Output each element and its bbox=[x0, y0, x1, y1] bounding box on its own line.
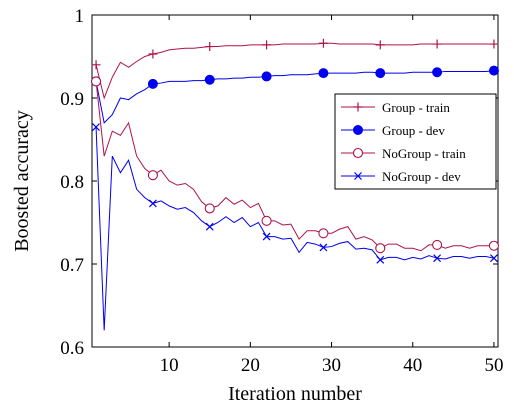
x-tick-label: 30 bbox=[322, 355, 341, 376]
data-point bbox=[262, 232, 271, 241]
data-point bbox=[432, 239, 443, 250]
data-point bbox=[375, 40, 385, 50]
legend-swatch-marker bbox=[352, 147, 364, 159]
data-point bbox=[318, 68, 329, 79]
series-line bbox=[95, 127, 495, 331]
legend-item: NoGroup - train bbox=[341, 146, 466, 161]
y-tick-label: 0.9 bbox=[60, 89, 84, 110]
series-line bbox=[95, 42, 494, 100]
legend-box bbox=[334, 93, 497, 190]
data-point bbox=[92, 123, 100, 131]
legend-swatch-marker bbox=[353, 102, 363, 112]
data-point bbox=[375, 68, 386, 79]
legend-label: Group - dev bbox=[382, 123, 445, 138]
legend-label: Group - train bbox=[382, 100, 450, 115]
data-point bbox=[432, 39, 442, 49]
y-tick-label: 0.7 bbox=[60, 255, 84, 276]
data-point bbox=[318, 38, 328, 48]
data-point bbox=[205, 42, 215, 52]
data-point bbox=[148, 199, 157, 208]
x-axis-title: Iteration number bbox=[228, 383, 362, 405]
series-3 bbox=[91, 76, 499, 254]
x-tick-label: 10 bbox=[160, 355, 179, 376]
series-1 bbox=[91, 38, 499, 100]
series-line bbox=[95, 81, 494, 252]
data-point bbox=[318, 228, 329, 239]
legend: Group - train Group - dev NoGroup - train N… bbox=[334, 93, 497, 190]
x-tick-label: 20 bbox=[241, 355, 260, 376]
data-point bbox=[147, 78, 158, 89]
series-layer bbox=[91, 38, 499, 331]
series-line bbox=[95, 70, 494, 124]
legend-item: NoGroup - dev bbox=[341, 169, 461, 184]
data-point bbox=[91, 76, 102, 87]
legend-swatch-marker bbox=[354, 172, 362, 180]
legend-label: NoGroup - dev bbox=[382, 169, 461, 184]
data-point bbox=[204, 203, 215, 214]
data-point bbox=[148, 49, 158, 59]
axis-tick-labels: 10 20 30 40 50 0.6 0.7 0.8 0.9 1 bbox=[60, 6, 503, 376]
data-point bbox=[204, 74, 215, 85]
data-point bbox=[488, 65, 499, 76]
y-tick-label: 1 bbox=[75, 6, 85, 27]
data-point bbox=[432, 67, 443, 78]
data-point bbox=[91, 60, 101, 70]
data-point bbox=[262, 40, 272, 50]
data-point bbox=[147, 170, 158, 181]
x-tick-label: 40 bbox=[403, 355, 422, 376]
legend-item: Group - dev bbox=[341, 123, 445, 138]
axis-ticks bbox=[92, 14, 498, 348]
data-point bbox=[489, 39, 499, 49]
data-point bbox=[319, 243, 328, 252]
x-tick-label: 50 bbox=[484, 355, 503, 376]
data-point bbox=[433, 254, 442, 263]
legend-item: Group - train bbox=[341, 100, 450, 115]
data-point bbox=[376, 255, 385, 264]
legend-swatch-marker bbox=[353, 125, 363, 135]
data-point bbox=[205, 222, 214, 231]
data-point bbox=[261, 215, 272, 226]
data-point bbox=[490, 254, 498, 263]
y-tick-label: 0.6 bbox=[60, 338, 84, 359]
data-point bbox=[261, 71, 272, 82]
legend-label: NoGroup - train bbox=[382, 146, 466, 161]
data-point bbox=[488, 240, 499, 251]
y-tick-label: 0.8 bbox=[60, 172, 84, 193]
data-point bbox=[375, 243, 386, 254]
series-4 bbox=[92, 123, 498, 331]
y-axis-title: Boosted accuracy bbox=[11, 110, 33, 252]
